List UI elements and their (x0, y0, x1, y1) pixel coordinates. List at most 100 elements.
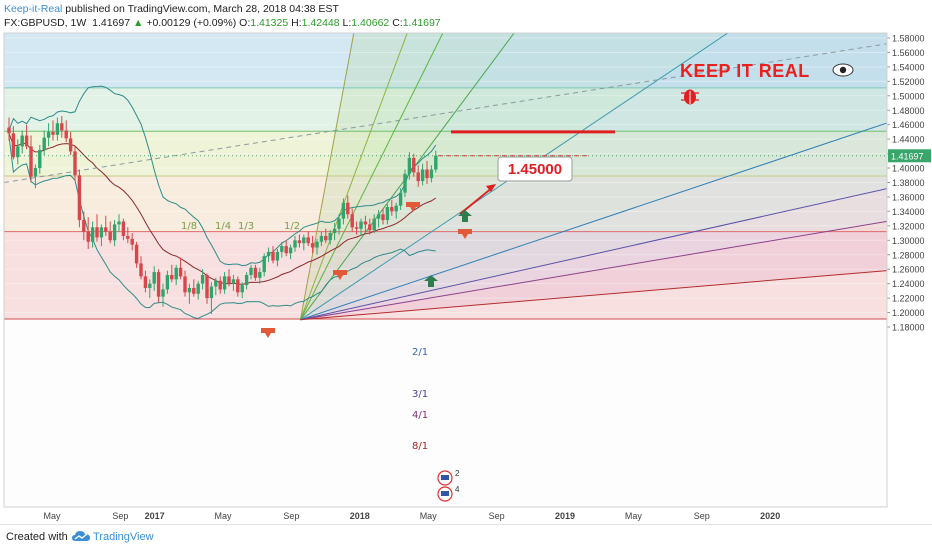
candle-body (205, 274, 209, 299)
fan-ray-7 (300, 220, 887, 321)
x-tick-label: May (43, 511, 61, 521)
candle-body (275, 251, 280, 261)
y-tick-label: 1.50000 (892, 91, 925, 101)
candle-body (24, 135, 29, 147)
candle-body (368, 224, 372, 231)
fan-label-lower-0: 2/1 (412, 347, 428, 358)
candle-body (328, 233, 332, 241)
current-price-badge (888, 149, 931, 163)
candle-body (354, 227, 359, 229)
fan-label-lower-1: 3/1 (412, 389, 428, 400)
tradingview-brand[interactable]: TradingView (93, 531, 154, 543)
event-badge-1[interactable]: 4 (437, 485, 460, 502)
candle-body (209, 286, 214, 299)
candle-body (385, 207, 390, 221)
event-badge-count: 4 (455, 485, 460, 494)
candle-body (152, 272, 156, 284)
candle-body (359, 221, 363, 229)
candle-body (165, 274, 170, 290)
candle-body (376, 214, 381, 219)
y-tick-label: 1.48000 (892, 106, 925, 116)
ohlc-legend: FX:GBPUSD, 1W 1.41697 ▲ +0.00129 (+0.09%… (4, 17, 441, 29)
y-tick-label: 1.52000 (892, 77, 925, 87)
candle-body (266, 251, 271, 257)
candle-body (20, 135, 24, 147)
candle-body (288, 247, 293, 254)
candle-body (126, 235, 130, 239)
candle-body (302, 237, 306, 244)
candle-body (42, 137, 46, 150)
candle-body (253, 267, 258, 278)
current-price-badge-text: 1.41697 (891, 151, 924, 161)
fan-label-lower-2: 4/1 (412, 410, 428, 421)
price-band-1 (4, 87, 887, 132)
y-tick-label: 1.32000 (892, 221, 925, 231)
candle-body (161, 289, 165, 297)
created-with-text: Created with (6, 531, 68, 543)
candle-body (200, 274, 205, 284)
candle-body (117, 221, 121, 225)
event-badge-0[interactable]: 2 (437, 469, 460, 486)
target-arrow-shaft (459, 186, 494, 215)
candle-body (156, 272, 161, 297)
price-band-2 (4, 131, 887, 176)
last-price: 1.41697 (92, 17, 131, 29)
candle-body (90, 227, 95, 242)
candle-body (108, 231, 112, 241)
candle-body (64, 130, 68, 139)
candle-body (170, 274, 174, 280)
target-callout-box (497, 156, 573, 182)
candle-body (7, 127, 11, 134)
close-value: 1.41697 (402, 17, 441, 29)
high-label: H: (291, 17, 302, 29)
candle-body (363, 221, 368, 225)
candle-body (372, 218, 376, 231)
target-callout[interactable]: 1.45000 (497, 156, 573, 182)
candle-body (51, 131, 55, 135)
price-axis[interactable]: 1.58000 1.56000 1.54000 1.52000 1.50000 1.480… (886, 33, 932, 507)
candle-body (196, 283, 200, 294)
bollinger-upper (8, 85, 437, 267)
fan-label-upper-0: 1/8 (181, 221, 197, 232)
candle-body (73, 151, 77, 176)
candle-body (249, 267, 253, 275)
candle-body (38, 149, 42, 169)
fan-ray-1 (299, 33, 408, 320)
x-tick-label: May (214, 511, 232, 521)
event-badge-count: 2 (455, 469, 460, 478)
candle-body (82, 220, 86, 232)
sell-arrow-icon (333, 270, 347, 280)
candle-body (416, 172, 420, 182)
candle-body (398, 192, 403, 206)
candle-body (403, 173, 407, 193)
annotation-text: KEEP IT REAL (680, 61, 810, 81)
candle-body (95, 227, 99, 238)
fan-ray-6 (300, 188, 887, 321)
candle-body (174, 267, 178, 280)
open-value: 1.41325 (250, 17, 289, 29)
candle-body (104, 227, 108, 232)
eye-icon (832, 63, 854, 77)
candle-body (434, 155, 438, 170)
candle-body (332, 228, 337, 234)
candle-body (143, 276, 148, 288)
y-tick-label: 1.40000 (892, 164, 925, 174)
target-callout-text: 1.45000 (508, 161, 562, 178)
author-link[interactable]: Keep-it-Real (4, 3, 63, 15)
y-tick-label: 1.34000 (892, 207, 925, 217)
high-value: 1.42448 (301, 17, 340, 29)
candle-body (139, 263, 143, 277)
candle-body (280, 246, 284, 252)
time-axis[interactable]: May Sep 2017 May Sep 2018 May Sep 2019 May Sep 2020 (0, 506, 887, 524)
eye-icon-pupil (839, 66, 847, 74)
candle-body (130, 238, 134, 245)
fan-ray-4 (300, 33, 729, 321)
trend-dashed-line (4, 43, 887, 183)
tradingview-logo-icon[interactable] (71, 530, 91, 544)
price-chart[interactable]: 1/8 1/4 1/3 1/2 2/1 3/1 4/1 8/1 1.45000 2 4 KEEP IT… (0, 0, 932, 524)
fan-ray-3 (299, 33, 515, 321)
candle-body (222, 276, 227, 290)
candle-body (236, 279, 240, 293)
candle-body (394, 205, 398, 212)
candle-body (121, 221, 126, 236)
